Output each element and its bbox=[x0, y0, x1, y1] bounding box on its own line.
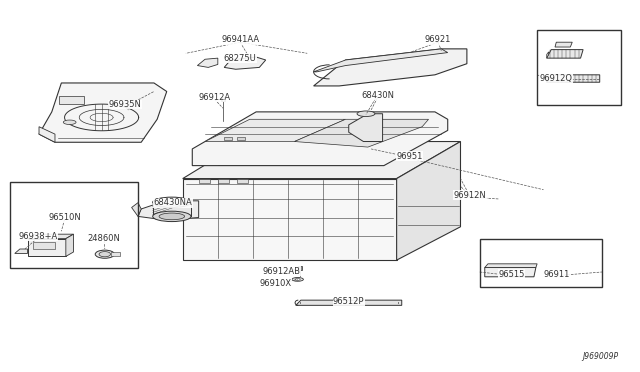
Text: 96941AA: 96941AA bbox=[221, 35, 259, 44]
Text: 68430N: 68430N bbox=[361, 91, 394, 100]
Polygon shape bbox=[132, 203, 141, 217]
Bar bbox=[33, 242, 55, 249]
Polygon shape bbox=[547, 76, 548, 82]
Text: 68430NA: 68430NA bbox=[154, 198, 193, 207]
Ellipse shape bbox=[292, 278, 303, 281]
Polygon shape bbox=[243, 153, 346, 161]
Bar bbox=[224, 137, 232, 140]
Bar bbox=[479, 238, 602, 287]
Polygon shape bbox=[205, 119, 346, 141]
Polygon shape bbox=[349, 114, 383, 141]
Bar bbox=[111, 252, 120, 256]
Text: 96938+A: 96938+A bbox=[18, 231, 58, 241]
Text: 68275U: 68275U bbox=[224, 54, 257, 62]
Ellipse shape bbox=[99, 251, 111, 257]
Text: 96912Q: 96912Q bbox=[540, 74, 573, 83]
Polygon shape bbox=[314, 49, 448, 72]
Ellipse shape bbox=[63, 120, 76, 125]
Polygon shape bbox=[314, 49, 467, 86]
Polygon shape bbox=[547, 52, 548, 58]
Text: 96912AB: 96912AB bbox=[262, 267, 301, 276]
Ellipse shape bbox=[153, 197, 191, 208]
Text: 96951: 96951 bbox=[396, 152, 422, 161]
Ellipse shape bbox=[95, 250, 115, 258]
Bar bbox=[153, 202, 191, 217]
Polygon shape bbox=[547, 49, 583, 58]
Polygon shape bbox=[296, 300, 402, 305]
Ellipse shape bbox=[295, 279, 300, 280]
Text: 96912A: 96912A bbox=[198, 93, 230, 102]
Bar bbox=[218, 179, 229, 183]
Ellipse shape bbox=[153, 211, 191, 222]
Bar bbox=[537, 31, 621, 105]
Text: 96515: 96515 bbox=[499, 270, 525, 279]
Polygon shape bbox=[224, 57, 266, 69]
Text: 96910X: 96910X bbox=[259, 279, 291, 288]
Polygon shape bbox=[182, 179, 397, 260]
Polygon shape bbox=[192, 112, 448, 166]
Polygon shape bbox=[294, 119, 429, 147]
Polygon shape bbox=[28, 234, 74, 238]
Polygon shape bbox=[39, 83, 167, 142]
Polygon shape bbox=[197, 58, 218, 67]
Text: 96512P: 96512P bbox=[333, 297, 365, 306]
Text: 96911: 96911 bbox=[543, 270, 570, 279]
Polygon shape bbox=[484, 264, 537, 267]
Polygon shape bbox=[138, 201, 198, 220]
Polygon shape bbox=[182, 141, 461, 179]
Polygon shape bbox=[66, 234, 74, 256]
Polygon shape bbox=[555, 42, 572, 47]
Text: 24860N: 24860N bbox=[88, 234, 120, 243]
Polygon shape bbox=[547, 75, 600, 82]
Bar bbox=[237, 137, 244, 140]
Polygon shape bbox=[39, 127, 55, 142]
Bar bbox=[60, 96, 84, 105]
Polygon shape bbox=[484, 267, 536, 277]
Text: 96921: 96921 bbox=[425, 35, 451, 44]
Bar bbox=[237, 179, 248, 183]
Polygon shape bbox=[218, 145, 416, 166]
Polygon shape bbox=[397, 141, 461, 260]
Text: 96935N: 96935N bbox=[109, 100, 141, 109]
Ellipse shape bbox=[159, 213, 184, 220]
Bar bbox=[198, 179, 210, 183]
Text: 96912N: 96912N bbox=[454, 191, 486, 200]
Bar bbox=[10, 182, 138, 268]
Polygon shape bbox=[15, 249, 28, 253]
Ellipse shape bbox=[357, 111, 375, 116]
Text: J969009P: J969009P bbox=[583, 352, 619, 361]
Text: 96510N: 96510N bbox=[48, 213, 81, 222]
Bar bbox=[28, 238, 66, 256]
